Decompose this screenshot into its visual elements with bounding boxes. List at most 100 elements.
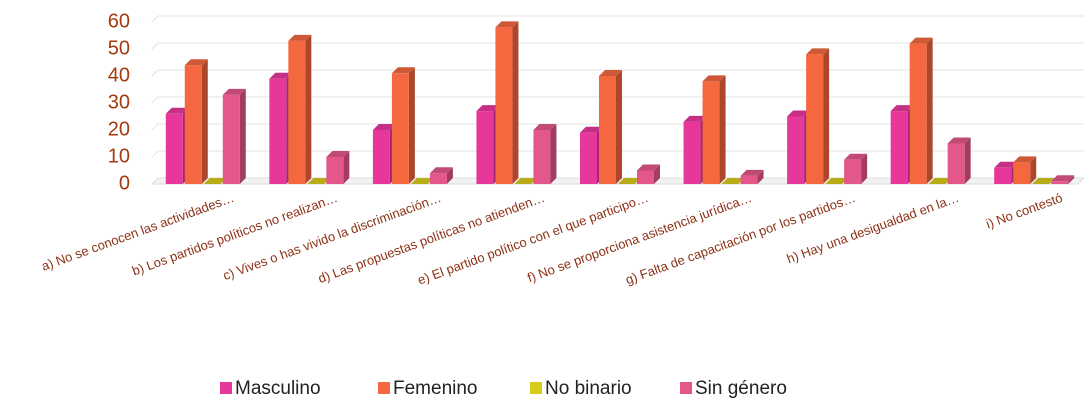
bar-top	[909, 37, 933, 44]
bar-top	[288, 34, 312, 41]
x-tick-label: i) No contestó	[984, 190, 1064, 232]
bar	[580, 132, 597, 184]
bar	[476, 111, 494, 184]
bar-side	[1068, 175, 1075, 184]
y-tick-label: 10	[108, 145, 130, 167]
legend-label: No binario	[545, 378, 632, 399]
legend-label: Masculino	[235, 378, 321, 399]
bar-top	[580, 126, 603, 133]
bar-side	[861, 153, 868, 184]
y-tick-label: 60	[108, 10, 130, 32]
bar-top	[702, 75, 726, 82]
bar-top	[618, 178, 641, 184]
bar-side	[964, 137, 971, 184]
bar	[1013, 162, 1031, 184]
bar-side	[757, 169, 764, 184]
bar-top	[203, 178, 227, 184]
bar-top	[740, 169, 764, 176]
bar-top	[326, 151, 350, 157]
bar	[947, 143, 965, 184]
bar-top	[599, 70, 622, 76]
bar	[909, 43, 927, 184]
grid-line	[151, 42, 1084, 50]
legend-swatch	[680, 382, 692, 394]
grid-line	[151, 150, 1084, 158]
bar-top	[514, 178, 538, 184]
bar-top	[1013, 156, 1037, 163]
bar-side	[823, 48, 830, 185]
bar-side	[654, 164, 660, 184]
legend-swatch	[530, 382, 542, 394]
bar	[533, 130, 551, 184]
bar-top	[721, 178, 745, 184]
bar	[391, 73, 409, 184]
bar-top	[683, 115, 707, 122]
bar-top	[637, 164, 660, 171]
bar	[683, 121, 701, 184]
bar-top	[429, 167, 453, 174]
bar-side	[1030, 156, 1037, 184]
bar	[890, 111, 908, 184]
bar-side	[616, 70, 622, 184]
bar	[222, 94, 240, 184]
bar-side	[305, 34, 312, 185]
bar-top	[1032, 178, 1056, 184]
bar-side	[926, 37, 933, 184]
grid-line	[151, 69, 1084, 77]
bar	[1051, 181, 1069, 184]
bar-top	[307, 178, 331, 184]
bar-top	[844, 153, 868, 160]
bar-top	[410, 178, 434, 184]
bar	[787, 116, 805, 184]
legend-swatch	[220, 382, 232, 394]
bar-side	[719, 75, 726, 184]
bar-top	[165, 107, 189, 114]
y-tick-label: 0	[119, 172, 130, 194]
grid-line	[151, 123, 1084, 131]
bar-top	[890, 105, 914, 112]
bar	[844, 159, 862, 184]
bar	[372, 130, 390, 184]
bar-top	[495, 21, 519, 28]
bar-top	[787, 110, 811, 117]
bar-top	[825, 178, 849, 184]
bar-top	[372, 124, 396, 130]
legend-swatch	[378, 382, 390, 394]
bar	[806, 54, 824, 185]
x-tick-label: h) Hay una desigualdad en la…	[785, 190, 961, 266]
legend-label: Femenino	[393, 378, 478, 399]
bar-side	[343, 151, 350, 184]
bar-top	[1051, 175, 1075, 182]
bar	[599, 76, 616, 184]
bar-side	[512, 21, 519, 185]
bar-side	[446, 167, 453, 184]
bar	[184, 65, 202, 184]
bar-side	[201, 59, 208, 185]
legend-label: Sin género	[695, 378, 787, 399]
bar	[740, 175, 758, 184]
bar-top	[533, 124, 557, 130]
y-tick-label: 20	[108, 118, 130, 140]
bar-top	[994, 161, 1018, 168]
bar-top	[806, 48, 830, 55]
bar	[326, 157, 344, 184]
grid-line	[151, 96, 1084, 104]
bar-top	[184, 59, 208, 66]
bar-top	[928, 178, 952, 184]
grid-line	[151, 15, 1084, 23]
bar-top	[947, 137, 971, 144]
y-tick-label: 50	[108, 37, 130, 59]
bar	[702, 81, 720, 184]
bar	[637, 170, 654, 184]
bar	[165, 113, 183, 184]
bar-top	[269, 72, 293, 79]
bar	[288, 40, 306, 185]
bar-top	[391, 67, 415, 74]
bar-side	[239, 88, 246, 184]
bar	[269, 78, 287, 184]
bar	[429, 173, 447, 184]
y-tick-label: 30	[108, 91, 130, 113]
bar	[495, 27, 513, 185]
bar-side	[550, 124, 557, 184]
